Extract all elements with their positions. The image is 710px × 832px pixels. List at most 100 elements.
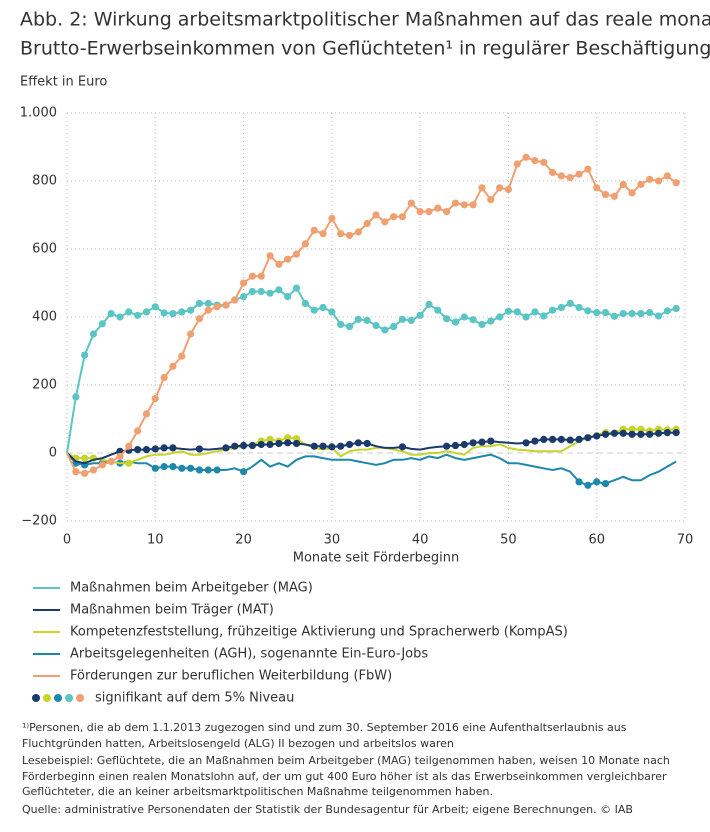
significant-point — [628, 430, 636, 438]
legend-label: Förderungen zur beruflichen Weiterbildun… — [70, 669, 392, 684]
significant-point — [372, 211, 380, 219]
significant-point — [531, 157, 539, 165]
significant-point — [593, 184, 601, 192]
x-tick-label: 20 — [235, 533, 252, 548]
significant-point — [125, 308, 133, 316]
significant-point — [416, 208, 424, 216]
significant-point — [451, 318, 460, 326]
significant-point — [266, 435, 274, 443]
x-axis-label: Monate seit Förderbeginn — [293, 551, 460, 566]
significant-point — [557, 435, 566, 443]
significant-point — [292, 284, 301, 292]
significant-point — [134, 427, 142, 435]
note: ¹⁾Personen, die ab dem 1.1.2013 zugezoge… — [22, 721, 627, 750]
significant-point — [672, 304, 680, 313]
significant-point — [354, 315, 362, 323]
significant-point — [301, 240, 309, 248]
significant-point — [575, 303, 583, 312]
series-line — [66, 156, 677, 475]
significant-point — [531, 308, 539, 316]
significant-point — [98, 461, 106, 469]
significant-point — [637, 425, 645, 433]
significant-point — [284, 439, 292, 447]
significant-point — [513, 308, 521, 316]
significant-point — [178, 352, 186, 360]
significant-point — [204, 299, 212, 307]
legend-swatch — [54, 694, 62, 702]
significant-point — [381, 326, 389, 334]
significant-point — [451, 199, 460, 207]
significant-point — [478, 438, 486, 446]
significant-point — [557, 303, 566, 312]
significant-point — [443, 442, 451, 450]
significant-point — [628, 189, 636, 197]
significant-point — [169, 444, 177, 452]
significant-point — [151, 303, 159, 311]
significant-point — [284, 434, 292, 442]
significant-point — [169, 463, 177, 471]
significant-point — [398, 213, 407, 221]
significant-point — [328, 308, 336, 316]
series-line — [66, 431, 677, 465]
x-tick-label: 70 — [677, 533, 694, 548]
significant-point — [557, 172, 566, 180]
significant-point — [151, 395, 159, 403]
legend-label: Maßnahmen beim Arbeitgeber (MAG) — [70, 581, 313, 596]
significant-point — [593, 478, 601, 486]
y-tick-label: 800 — [32, 174, 57, 189]
significant-point — [496, 313, 504, 321]
significant-point — [248, 287, 256, 296]
significant-point — [610, 429, 618, 437]
chart-title: Brutto-Erwerbseinkommen von Geflüchteten… — [20, 38, 710, 60]
legend-label: signifikant auf dem 5% Niveau — [95, 691, 294, 706]
significant-point — [566, 299, 574, 307]
significant-point — [337, 230, 345, 238]
significant-point — [345, 440, 354, 449]
significant-point — [284, 255, 292, 263]
legend-swatch — [65, 694, 73, 702]
significant-point — [513, 160, 521, 168]
x-tick-label: 10 — [147, 533, 164, 548]
significant-point — [231, 442, 239, 450]
significant-point — [672, 179, 680, 187]
significant-point — [239, 441, 248, 450]
significant-point — [522, 439, 530, 447]
significant-point — [169, 310, 177, 318]
significant-point — [451, 441, 460, 450]
significant-point — [328, 443, 336, 451]
significant-point — [195, 299, 204, 307]
significant-point — [487, 317, 495, 325]
significant-point — [390, 213, 398, 221]
significant-point — [266, 289, 274, 297]
y-tick-label: 600 — [32, 242, 57, 257]
significant-point — [160, 444, 168, 452]
significant-point — [160, 463, 168, 471]
significant-point — [584, 481, 592, 489]
significant-point — [257, 440, 265, 449]
significant-point — [363, 439, 371, 448]
significant-point — [187, 306, 195, 314]
significant-point — [213, 303, 221, 311]
significant-point — [584, 434, 592, 442]
significant-point — [522, 313, 530, 321]
significant-point — [195, 445, 204, 453]
significant-point — [337, 442, 345, 450]
significant-point — [593, 432, 601, 440]
notes: ¹⁾Personen, die ab dem 1.1.2013 zugezoge… — [22, 720, 694, 819]
series-line — [66, 428, 677, 465]
significant-point — [443, 315, 451, 323]
significant-point — [266, 252, 274, 260]
significant-point — [487, 196, 495, 204]
significant-point — [98, 320, 106, 328]
significant-point — [89, 466, 98, 474]
y-tick-label: 400 — [32, 310, 57, 325]
significant-point — [619, 429, 627, 437]
significant-point — [151, 445, 159, 453]
significant-point — [151, 464, 159, 472]
significant-point — [284, 293, 292, 301]
significant-point — [301, 299, 309, 307]
significant-point — [575, 170, 583, 178]
significant-point — [239, 293, 248, 301]
significant-point — [178, 464, 186, 472]
legend-label: Maßnahmen beim Träger (MAT) — [70, 603, 274, 618]
